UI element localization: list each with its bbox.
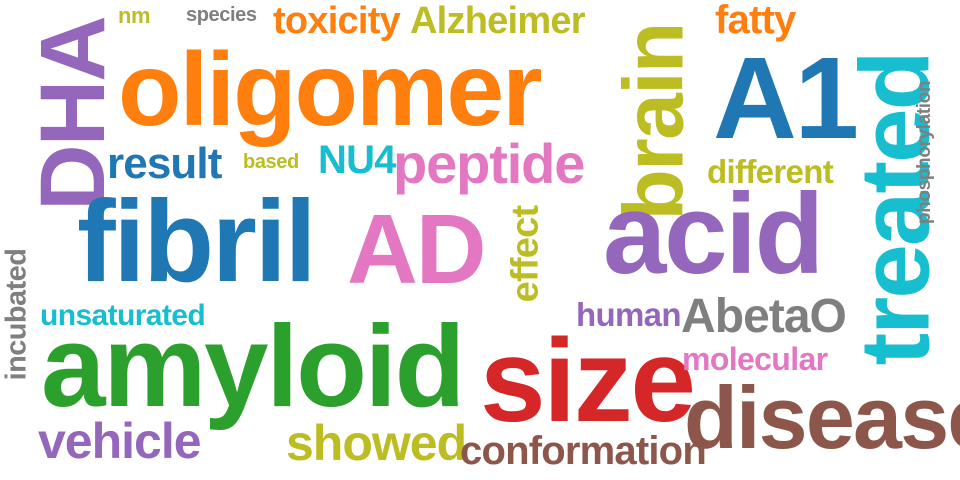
word-incubated: incubated [0,248,33,381]
word-conformation: conformation [460,429,707,473]
word-nm: nm [118,3,151,28]
word-unsaturated: unsaturated [40,299,206,332]
word-disease: disease [684,368,960,467]
word-species: species [186,4,257,26]
word-fibril: fibril [77,176,317,306]
word-peptide: peptide [393,132,585,195]
word-a1: A1 [713,33,859,163]
word-acid: acid [603,171,824,298]
word-vehicle: vehicle [38,413,202,469]
word-human: human [576,296,682,333]
word-ad: AD [347,194,487,304]
word-showed: showed [286,415,467,471]
word-different: different [707,153,834,190]
word-toxicity: toxicity [273,0,401,42]
word-fatty: fatty [715,0,796,42]
word-effect: effect [504,205,547,303]
word-size: size [480,315,696,447]
word-nu4: NU4 [318,138,396,182]
word-result: result [107,139,222,188]
word-molecular: molecular [682,341,828,377]
word-abetao: AbetaO [681,290,847,343]
word-alzheimer: Alzheimer [410,0,586,42]
word-amyloid: amyloid [41,301,465,431]
word-phosphorylation: phosphorylation [914,80,936,225]
word-oligomer: oligomer [118,32,543,148]
word-based: based [243,151,299,173]
